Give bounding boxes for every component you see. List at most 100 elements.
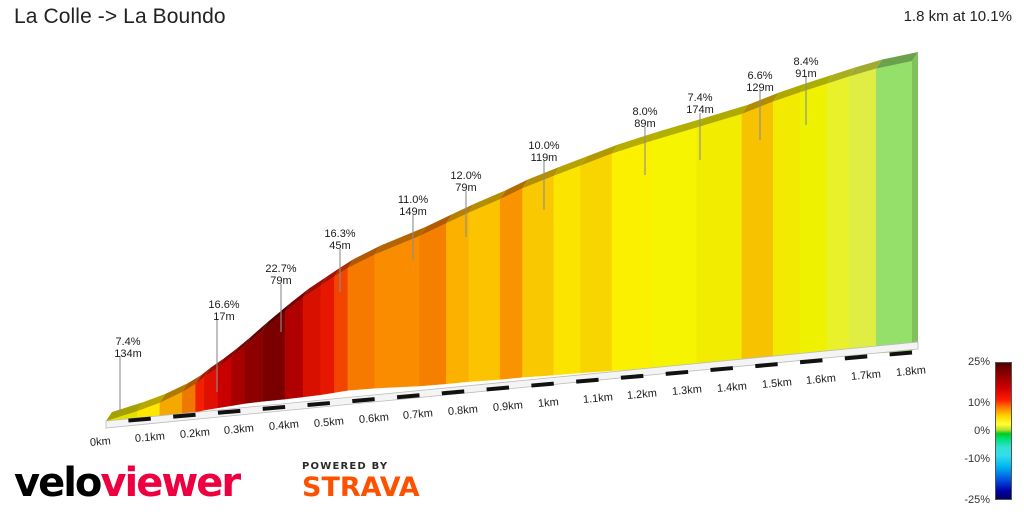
road-top-facet (580, 144, 618, 166)
callout-gradient: 7.4% (687, 92, 713, 104)
gradient-callout: 11.0% 149m (398, 194, 428, 218)
legend-tick-label: -25% (964, 494, 990, 506)
gradient-color-bar (995, 362, 1012, 500)
road-top-facet (262, 302, 292, 331)
profile-svg (105, 52, 919, 429)
distance-label: 1km (537, 396, 559, 411)
gradient-callout: 10.0% 119m (528, 140, 559, 164)
callout-gradient: 16.6% (208, 299, 240, 311)
callout-length: 79m (270, 275, 292, 287)
callout-length: 129m (746, 82, 774, 94)
page-title: La Colle -> La Boundo (14, 5, 226, 28)
gradient-segment (772, 91, 801, 363)
distance-label: 0.6km (358, 411, 390, 426)
road-top-facet (334, 259, 354, 277)
callout-length: 45m (329, 240, 351, 252)
callout-length: 174m (686, 104, 714, 116)
powered-by-strava: POWERED BY STRAVA (302, 461, 432, 502)
callout-gradient: 6.6% (747, 70, 773, 82)
road-top-facet (446, 203, 475, 224)
distance-tick (665, 369, 689, 376)
gradient-segment (849, 68, 877, 356)
gradient-callout: 7.4% 174m (686, 92, 714, 116)
road-top-facet (652, 118, 704, 141)
gradient-segment (499, 187, 523, 380)
road-top-facet (106, 402, 144, 421)
callout-gradient: 12.0% (450, 170, 482, 182)
gradient-segment (419, 222, 447, 387)
road-top-facet (826, 67, 856, 84)
legend-tick-label: 25% (967, 356, 990, 368)
distance-tick (531, 381, 554, 388)
gradient-segment (652, 127, 698, 369)
gradient-segment (553, 165, 581, 376)
distance-tick (710, 366, 734, 372)
callout-length: 79m (455, 182, 477, 194)
elevation-profile-chart: 7.4% 134m 16.6% 17m 22.7% 79m 16.3% 45m 11.0% 149… (0, 36, 940, 449)
road-top-facet (217, 348, 238, 368)
gradient-segment (347, 254, 375, 391)
gradient-segment (611, 140, 653, 371)
road-top-facet (468, 190, 507, 213)
distance-label: 0km (89, 435, 112, 449)
legend-tick-label: 0% (974, 425, 990, 437)
callout-gradient: 8.4% (793, 56, 819, 68)
veloviewer-logo[interactable]: veloviewer (14, 460, 241, 506)
road-top-facet (159, 383, 189, 403)
distance-tick (799, 358, 823, 365)
chart-header: La Colle -> La Boundo 1.8 km at 10.1% (0, 0, 1024, 42)
callout-gradient: 11.0% (397, 194, 429, 206)
callout-length: 91m (795, 68, 817, 80)
gradient-callout: 7.4% 134m (114, 336, 142, 360)
distance-tick (262, 404, 286, 411)
road-top-facet (876, 52, 918, 69)
distance-label: 0.8km (447, 403, 479, 418)
distance-label: 0.2km (179, 426, 210, 442)
road-top-facet (182, 374, 202, 393)
distance-tick (352, 397, 375, 404)
callout-gradient: 16.3% (324, 228, 356, 240)
distance-tick (486, 385, 510, 392)
distance-label: 0.7km (402, 407, 434, 422)
distance-tick (217, 408, 241, 415)
callout-gradient: 8.0% (632, 106, 658, 118)
road-top-facet (320, 267, 341, 286)
gradient-segment (741, 101, 774, 365)
powered-by-label: POWERED BY (302, 461, 389, 472)
callout-length: 149m (399, 206, 427, 218)
branding-footer: veloviewer POWERED BY STRAVA (0, 452, 1024, 512)
logo-viewer-text: viewer (100, 460, 241, 506)
road-top-facet (195, 367, 211, 384)
gradient-segment (522, 175, 554, 378)
road-top-facet (773, 83, 807, 102)
road-top-facet (137, 393, 166, 412)
distance-tick (889, 350, 913, 357)
gradient-segment (580, 153, 613, 374)
callout-length: 89m (634, 118, 656, 130)
distance-label: 1.6km (805, 372, 837, 387)
road-top-facet (500, 179, 529, 200)
gradient-segment (320, 276, 335, 395)
gradient-segment (799, 83, 828, 360)
distance-tick (844, 354, 868, 361)
gradient-segment (302, 285, 322, 398)
distance-tick (575, 377, 599, 384)
climb-summary: 1.8 km at 10.1% (903, 8, 1012, 25)
road-top-facet (204, 358, 224, 377)
gradient-segment (446, 212, 469, 385)
profile-end-cap (912, 52, 918, 351)
road-top-facet (522, 166, 560, 189)
distance-tick (396, 393, 420, 400)
gradient-segment (826, 76, 850, 358)
road-top-facet (697, 104, 748, 128)
gradient-callout: 8.0% 89m (632, 106, 657, 130)
road-top-facet (849, 59, 883, 77)
gradient-callout: 22.7% 79m (265, 263, 296, 287)
road-top-facet (244, 321, 269, 346)
callout-length: 119m (530, 152, 558, 164)
gradient-callout: 16.3% 45m (324, 228, 355, 252)
distance-tick (620, 373, 644, 380)
distance-label: 1.4km (716, 379, 748, 395)
logo-velo-text: velo (14, 460, 102, 506)
road-top-facet (347, 245, 381, 269)
